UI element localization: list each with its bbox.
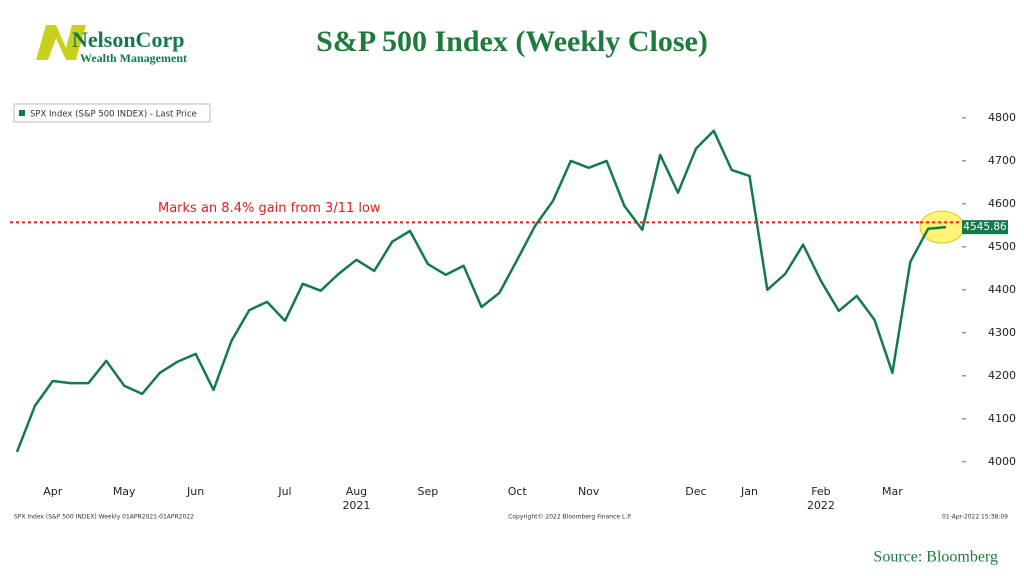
y-tick-label: 4200 — [988, 369, 1016, 382]
x-tick-label: Feb — [811, 485, 830, 498]
legend-swatch — [19, 110, 25, 116]
legend-label: SPX Index (S&P 500 INDEX) - Last Price — [30, 110, 197, 120]
legend-box — [13, 103, 211, 123]
x-tick-label: Aug — [346, 485, 367, 498]
price-line — [15, 129, 947, 453]
logo-mark — [36, 25, 86, 60]
y-tick-label: 4100 — [988, 412, 1016, 425]
x-tick-label: May — [113, 485, 136, 498]
year-label: 2022 — [807, 499, 835, 512]
footer-right: 01-Apr-2022 15:38:09 — [942, 514, 1008, 521]
x-tick-label: Jun — [186, 485, 204, 498]
x-tick-label: Jan — [740, 485, 758, 498]
logo-sub: Wealth Management — [80, 51, 187, 65]
logo-name: NelsonCorp — [72, 27, 184, 52]
last-value-box — [962, 220, 1008, 235]
x-tick-label: Dec — [685, 485, 706, 498]
y-tick-label: 4800 — [988, 111, 1016, 124]
y-tick-label: 4300 — [988, 326, 1016, 339]
y-tick-label: 4000 — [988, 455, 1016, 468]
y-tick-label: 4700 — [988, 154, 1016, 167]
y-tick-label: 4600 — [988, 197, 1016, 210]
annotation: Marks an 8.4% gain from 3/11 low — [158, 201, 381, 216]
y-tick-label: 4400 — [988, 283, 1016, 296]
x-tick-label: Sep — [418, 485, 439, 498]
last-value-label: 4545.86 — [963, 221, 1007, 233]
x-tick-label: Oct — [508, 485, 528, 498]
x-tick-label: Jul — [277, 485, 291, 498]
footer-left: SPX Index (S&P 500 INDEX) Weekly 01APR20… — [14, 514, 194, 521]
x-tick-label: Nov — [578, 485, 600, 498]
chart-title: S&P 500 Index (Weekly Close) — [316, 25, 708, 58]
year-label: 2021 — [342, 499, 370, 512]
source: Source: Bloomberg — [873, 549, 998, 566]
footer-center: Copyright© 2022 Bloomberg Finance L.P. — [508, 514, 632, 521]
x-tick-label: Mar — [882, 485, 903, 498]
y-tick-label: 4500 — [988, 240, 1016, 253]
x-tick-label: Apr — [43, 485, 63, 498]
